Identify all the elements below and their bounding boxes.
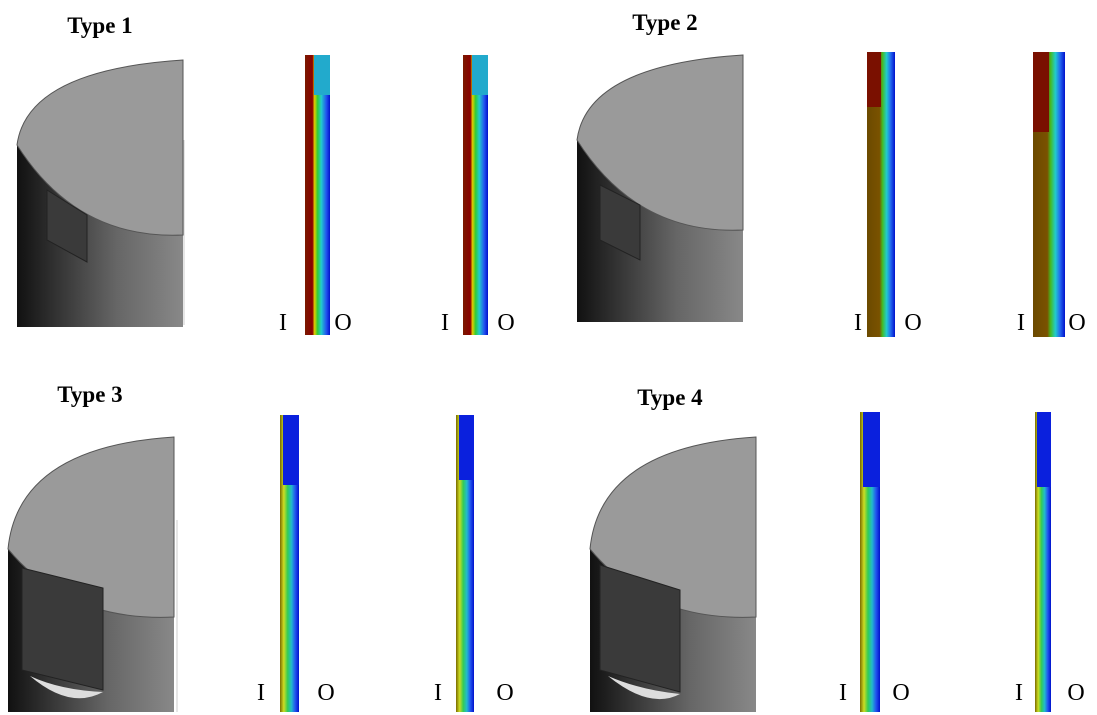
outer-label: O (334, 310, 351, 336)
inner-label: I (839, 680, 847, 706)
outer-label: O (904, 310, 921, 336)
panel-title: Type 4 (637, 385, 703, 410)
outer-label: O (317, 680, 334, 706)
inner-label: I (434, 680, 442, 706)
strip-top (1033, 52, 1049, 132)
inner-label: I (257, 680, 265, 706)
strip-top (863, 412, 880, 487)
panel: Type 3 I O I O (8, 382, 514, 712)
strip-top (867, 52, 881, 107)
strip (463, 55, 488, 335)
outer-label: O (496, 680, 513, 706)
outer-label: O (497, 310, 514, 336)
inner-label: I (441, 310, 449, 336)
strip-top (459, 415, 474, 480)
outer-label: O (1067, 680, 1084, 706)
panel: Type 1 I O I O (17, 13, 515, 336)
strip-top (314, 55, 330, 95)
inner-label: I (854, 310, 862, 336)
slot (22, 568, 103, 690)
outer-label: O (892, 680, 909, 706)
inner-label: I (279, 310, 287, 336)
panel: Type 4 I O I O (590, 385, 1085, 712)
strip-top (1037, 412, 1051, 487)
strip (305, 55, 330, 335)
figure: Type 1 I O I O Type 2 I O I O Type 3 (0, 0, 1097, 715)
panel-title: Type 2 (632, 10, 697, 35)
outer-label: O (1068, 310, 1085, 336)
inner-label: I (1017, 310, 1025, 336)
cylinder (17, 60, 183, 327)
panel-title: Type 3 (57, 382, 122, 407)
panel: Type 2 I O I O (577, 10, 1086, 337)
panel-title: Type 1 (67, 13, 132, 38)
strip-top (283, 415, 299, 485)
strip-top (472, 55, 488, 95)
inner-label: I (1015, 680, 1023, 706)
